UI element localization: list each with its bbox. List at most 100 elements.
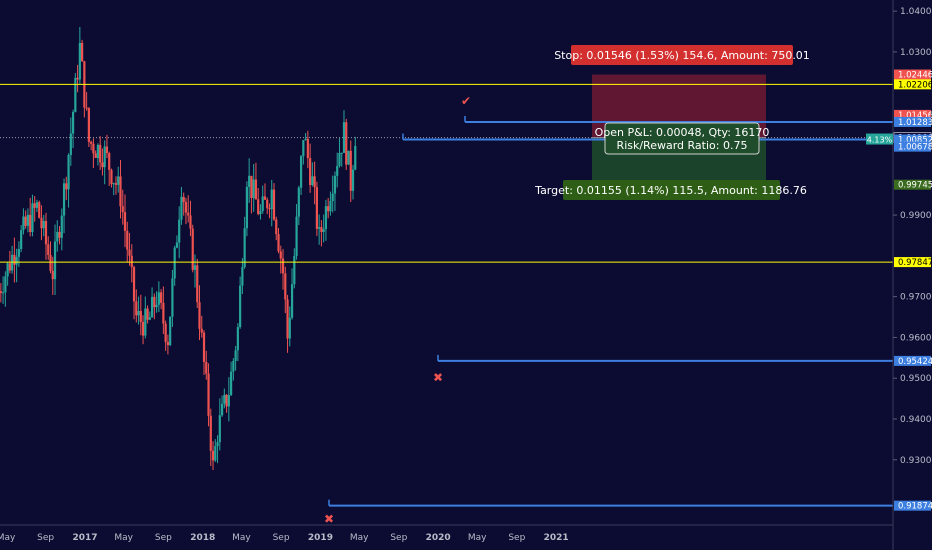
x-tick-label: May (0, 533, 16, 543)
price-label-text: 1.02446 (898, 71, 932, 81)
price-label-text: 1.01283 (898, 118, 932, 128)
candle-body-154 (345, 122, 348, 165)
candle-body-140 (313, 176, 316, 188)
candle-body-83 (184, 202, 188, 213)
stop-label-box (571, 45, 793, 65)
price-label-tag[interactable] (894, 179, 931, 190)
candle-body-10 (20, 230, 23, 250)
price-label-tag[interactable] (894, 109, 931, 120)
price-label-tag[interactable] (894, 141, 931, 152)
candle-body-110 (245, 186, 249, 229)
x-axis[interactable]: May Sep 2017 May Sep 2018 May Sep 2019 May Sep 2020… (0, 524, 893, 550)
candle-body-62 (137, 310, 140, 316)
candle-body-145 (324, 206, 328, 230)
x-tick-label: 2020 (426, 533, 451, 543)
candle-body-77 (171, 278, 174, 317)
candle-body-57 (126, 230, 129, 250)
candle-body-23 (49, 255, 52, 271)
candle-body-17 (35, 202, 39, 208)
candle-body-34 (74, 77, 77, 113)
candle-body-131 (293, 255, 296, 285)
candle-body-20 (42, 220, 45, 229)
price-label-tag[interactable] (894, 500, 931, 511)
price-label-tag[interactable] (894, 69, 931, 80)
candle-body-149 (333, 175, 337, 194)
candle-body-97 (216, 442, 219, 447)
pnl-line-2: Risk/Reward Ratio: 0.75 (617, 139, 748, 152)
candle-body-90 (200, 328, 203, 333)
candle-body-114 (254, 179, 258, 200)
candle-body-94 (209, 415, 212, 451)
candle-body-1 (0, 291, 2, 294)
price-label-tag[interactable] (894, 134, 931, 145)
percent-badge (866, 133, 893, 145)
candle-body-86 (191, 228, 194, 270)
candle-body-93 (207, 373, 210, 416)
candle-body-115 (257, 199, 260, 215)
candle-body-41 (90, 141, 93, 144)
candle-body-103 (230, 371, 233, 396)
price-label-tag[interactable] (894, 257, 931, 268)
stop-label-text: Stop: 0.01546 (1.53%) 154.6, Amount: 750… (554, 49, 810, 62)
candle-body-95 (211, 450, 215, 461)
candle-body-111 (248, 175, 251, 187)
candle-body-79 (175, 242, 179, 248)
candle-body-151 (338, 152, 341, 166)
candle-body-126 (281, 258, 285, 274)
x-tick-label: Sep (37, 533, 54, 543)
price-label-text: 1.00852 (898, 136, 932, 146)
target-label-box (563, 180, 780, 200)
price-label-tag[interactable] (894, 116, 931, 127)
x-tick-label: 2017 (72, 533, 97, 543)
price-label-text: 1.02206 (898, 80, 932, 90)
price-label-tag[interactable] (894, 79, 931, 90)
candle-body-112 (250, 175, 253, 199)
cross-marker-2: ✖ (324, 512, 334, 526)
price-label-text: 1.01456 (898, 111, 932, 121)
candle-body-89 (198, 302, 201, 329)
x-tick-label: Sep (155, 533, 172, 543)
candle-body-156 (349, 150, 352, 191)
candle-body-78 (173, 247, 176, 279)
x-tick-label: May (468, 533, 487, 543)
candle-body-142 (318, 227, 321, 229)
candle-body-2 (1, 292, 5, 294)
price-label-text: 0.97847 (898, 258, 932, 268)
candle-body-99 (220, 403, 224, 416)
candle-body-32 (69, 133, 72, 156)
candle-body-119 (266, 199, 269, 209)
candle-body-128 (286, 299, 289, 339)
candle-body-25 (53, 241, 57, 280)
candle-body-107 (239, 285, 242, 328)
price-label-text: 0.95424 (898, 357, 932, 367)
candle-body-101 (225, 394, 228, 407)
candle-body-129 (288, 317, 291, 339)
candle-body-58 (128, 249, 131, 256)
candle-body-100 (223, 394, 226, 404)
candle-body-28 (60, 215, 63, 238)
candle-body-71 (157, 292, 160, 305)
candle-body-8 (15, 256, 18, 265)
candle-body-42 (92, 143, 95, 154)
x-tick-label: 2021 (544, 533, 569, 543)
candle-body-123 (275, 219, 278, 235)
candle-body-108 (241, 267, 244, 286)
price-label-text: 0.99745 (898, 181, 932, 191)
candle-body-76 (169, 316, 172, 346)
candle-body-117 (261, 196, 264, 212)
candle-body-16 (33, 203, 36, 208)
candle-body-109 (243, 228, 246, 268)
price-label-tag[interactable] (894, 355, 931, 366)
candle-body-150 (336, 165, 339, 176)
candle-body-26 (56, 231, 59, 242)
x-tick-label: May (350, 533, 369, 543)
candle-body-116 (259, 211, 262, 215)
candle-body-121 (270, 189, 273, 210)
price-label-text: 0.91874 (898, 502, 932, 512)
candle-body-68 (150, 296, 154, 318)
candle-body-55 (121, 206, 124, 213)
